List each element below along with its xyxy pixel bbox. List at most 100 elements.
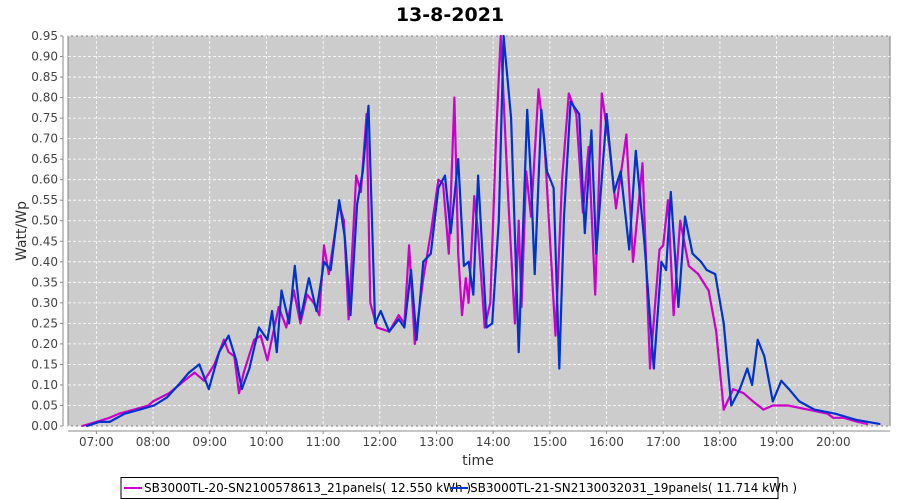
data-point [672,314,675,317]
data-point [222,338,225,341]
data-point [613,191,616,193]
data-point [403,326,406,329]
data-point [856,420,859,423]
data-point [299,322,302,325]
plot-area [67,35,891,427]
data-point [397,314,400,317]
data-point [379,310,382,313]
data-point [355,174,358,177]
data-point [108,420,111,423]
data-point [293,264,296,267]
data-point [467,301,470,304]
data-point [578,113,581,115]
chart-title: 13-8-2021 [396,4,504,26]
y-tick-label: 0.25 [31,316,58,330]
data-point [187,371,190,374]
data-point [700,260,703,263]
legend: SB3000TL-20-SN2100578613_21panels( 12.55… [120,477,797,499]
y-tick-label: 0.70 [31,132,58,146]
data-point [705,269,708,271]
data-point [632,260,635,263]
data-point [832,416,835,419]
data-point [507,199,510,202]
data-point [649,367,652,370]
data-point [388,330,391,333]
data-point [238,392,241,395]
data-point [732,388,735,391]
data-point [513,322,516,325]
data-point [687,264,690,267]
x-tick-label: 12:00 [362,435,397,449]
data-point [660,260,663,263]
data-point [193,371,196,374]
data-point [561,178,564,181]
x-axis: 07:00 08:00 09:00 10:00 11:00 12:00 13:00 14:00… [68,430,890,449]
data-point [583,232,586,235]
data-point [374,322,377,325]
data-point [442,182,445,185]
data-point [218,351,221,354]
data-point [338,199,341,202]
data-point [138,408,141,411]
data-point [81,425,84,427]
data-point [166,396,169,399]
data-point [540,108,543,111]
data-point [437,186,440,189]
data-point [666,199,669,202]
data-point [714,273,717,276]
data-point [517,351,520,354]
data-point [397,318,400,321]
data-point [369,301,372,304]
data-point [422,260,425,263]
data-point [669,191,672,193]
data-point [533,273,536,276]
data-point [207,388,210,391]
data-point [763,355,766,358]
data-point [491,322,494,325]
data-point [730,404,733,407]
data-point [460,314,463,317]
data-point [349,314,352,317]
data-point [275,351,278,354]
data-point [866,422,869,425]
data-point [605,113,608,115]
data-point [628,248,631,251]
data-point [266,359,269,362]
y-tick-label: 0.80 [31,91,58,105]
data-point [152,400,155,403]
data-point [697,273,700,276]
data-point [253,338,256,341]
data-point [595,252,598,255]
data-point [280,289,283,292]
data-point [499,35,502,37]
data-point [315,310,318,313]
y-tick-label: 0.50 [31,214,58,228]
x-tick-label: 13:00 [419,435,454,449]
data-point [738,388,741,391]
data-point [242,371,245,374]
data-point [615,207,617,210]
data-point [662,244,665,247]
data-point [347,318,350,321]
data-point [878,422,881,425]
data-point [361,170,364,173]
data-point [299,318,302,321]
data-point [756,338,759,341]
data-point [489,301,492,304]
data-point [449,232,452,235]
y-tick-label: 0.55 [31,193,58,207]
data-point [477,174,480,177]
x-tick-label: 09:00 [192,435,227,449]
data-point [285,326,288,329]
data-point [108,416,111,419]
data-point [98,420,101,423]
data-point [257,326,260,329]
data-point [813,408,816,411]
y-tick-label: 0.85 [31,70,58,84]
data-point [563,215,566,218]
data-point [771,404,774,407]
data-point [546,170,549,173]
data-point [510,117,513,120]
data-point [85,425,88,427]
